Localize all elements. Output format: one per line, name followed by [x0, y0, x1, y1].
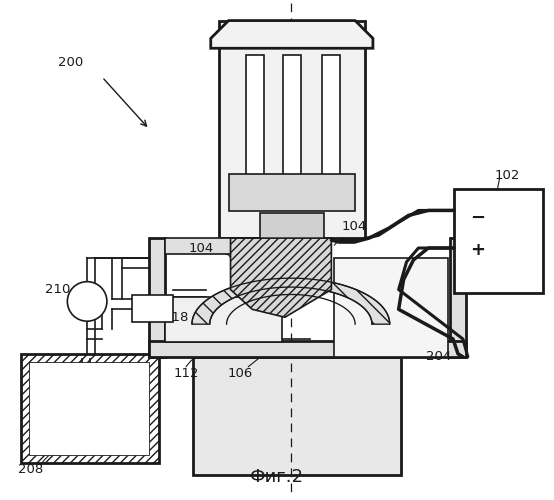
- Bar: [21, 354, 160, 463]
- Text: 102: 102: [495, 170, 520, 182]
- Bar: [150, 341, 466, 357]
- Bar: [29, 362, 150, 454]
- Text: 104: 104: [341, 220, 367, 233]
- Bar: [283, 55, 301, 194]
- Bar: [335, 258, 448, 357]
- Text: +: +: [470, 241, 485, 259]
- Text: 118: 118: [163, 310, 189, 324]
- Text: 104: 104: [188, 242, 213, 254]
- Text: 200: 200: [58, 56, 83, 68]
- Bar: [454, 188, 543, 292]
- Text: 208: 208: [18, 463, 43, 476]
- Bar: [229, 174, 355, 212]
- Bar: [247, 55, 264, 194]
- Text: 210: 210: [45, 283, 70, 296]
- Bar: [260, 214, 325, 243]
- Circle shape: [68, 282, 107, 321]
- Bar: [450, 238, 466, 357]
- Text: 106: 106: [228, 367, 253, 380]
- Text: −: −: [470, 210, 485, 228]
- Text: 112: 112: [173, 367, 199, 380]
- Polygon shape: [192, 278, 389, 324]
- Text: 204: 204: [425, 350, 451, 364]
- Bar: [165, 298, 282, 342]
- Bar: [165, 238, 274, 254]
- Bar: [150, 238, 165, 357]
- Text: Фиг.2: Фиг.2: [250, 468, 304, 486]
- Bar: [132, 294, 173, 322]
- Polygon shape: [230, 238, 331, 317]
- Bar: [322, 55, 340, 194]
- Bar: [193, 357, 401, 476]
- Bar: [219, 20, 365, 238]
- Polygon shape: [211, 20, 373, 48]
